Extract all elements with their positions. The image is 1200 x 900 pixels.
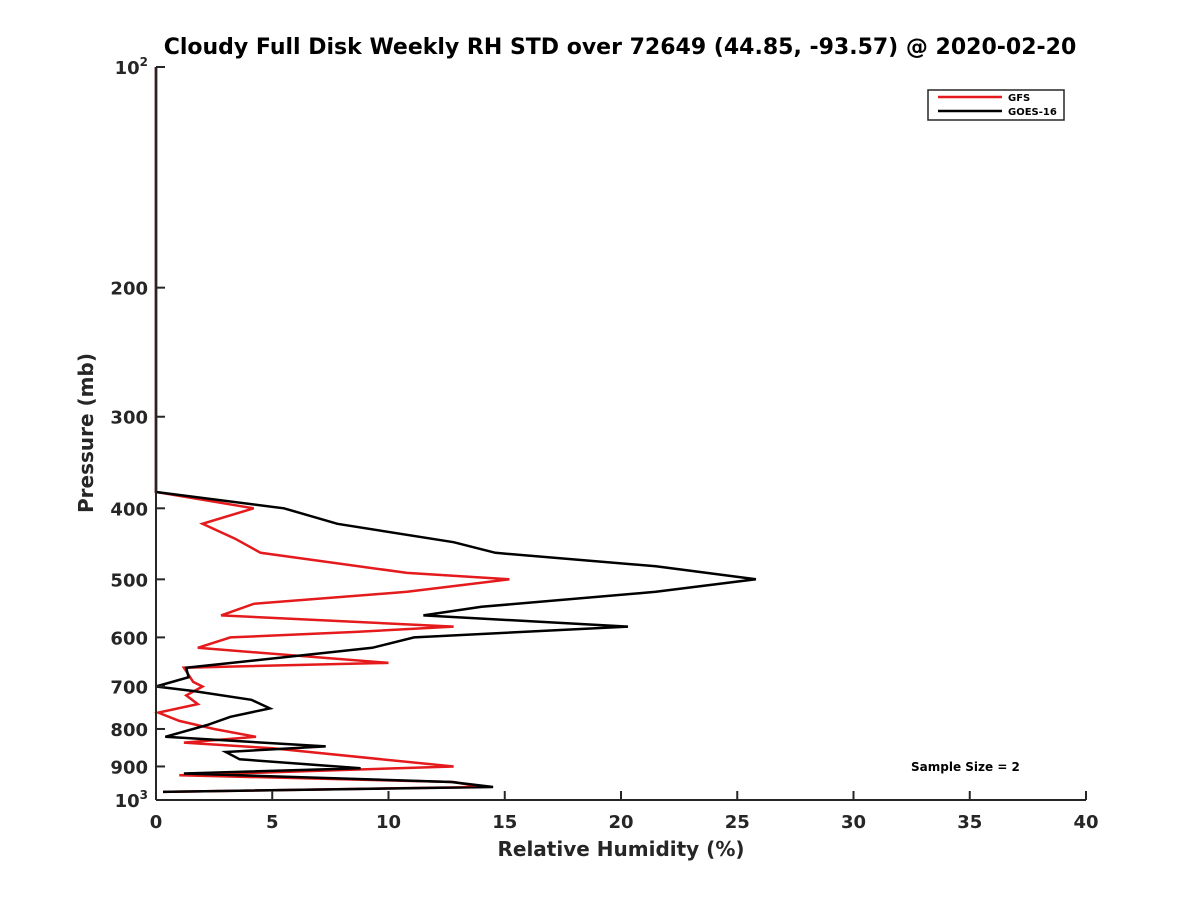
series-layer — [154, 67, 757, 794]
y-tick-label: 500 — [110, 570, 148, 591]
sample-size-annotation: Sample Size = 2 — [911, 760, 1020, 774]
x-tick-label: 5 — [266, 812, 279, 833]
plot-background — [156, 67, 1086, 800]
y-axis-label: Pressure (mb) — [74, 353, 98, 513]
x-ticks: 0 5 10 15 20 25 30 35 40 — [150, 791, 1099, 833]
legend: GFS GOES-16 — [927, 89, 1065, 121]
chart-title: Cloudy Full Disk Weekly RH STD over 7264… — [164, 35, 1077, 60]
x-tick-label: 25 — [725, 812, 750, 833]
y-tick-label: 200 — [110, 279, 148, 300]
y-tick-label: 800 — [110, 720, 148, 741]
y-tick-exponent: 3 — [140, 788, 148, 802]
x-tick-label: 30 — [841, 812, 866, 833]
x-tick-label: 0 — [150, 812, 163, 833]
y-tick-label: 400 — [110, 499, 148, 520]
x-tick-label: 15 — [492, 812, 517, 833]
x-tick-label: 10 — [376, 812, 401, 833]
y-tick-label: 600 — [110, 628, 148, 649]
legend-box — [927, 89, 1065, 121]
y-tick-label: 900 — [110, 757, 148, 778]
x-axis-label: Relative Humidity (%) — [497, 837, 744, 861]
y-tick-base: 10 — [115, 58, 140, 79]
y-tick-label: 103 — [115, 788, 148, 812]
y-tick-base: 10 — [115, 791, 140, 812]
x-tick-label: 40 — [1073, 812, 1098, 833]
y-tick-label: 700 — [110, 677, 148, 698]
x-tick-label: 20 — [608, 812, 633, 833]
legend-label-gfs: GFS — [1008, 93, 1030, 104]
series-line-gfs — [154, 67, 510, 794]
y-tick-label: 102 — [115, 55, 148, 79]
plot-area: 0 5 10 15 20 25 30 35 40 10220030040050060070080… — [110, 55, 1098, 833]
series-line-goes-16 — [154, 67, 757, 794]
y-tick-label: 300 — [110, 408, 148, 429]
x-tick-label: 35 — [957, 812, 982, 833]
legend-label-goes16: GOES-16 — [1008, 107, 1057, 118]
y-tick-exponent: 2 — [140, 55, 148, 69]
